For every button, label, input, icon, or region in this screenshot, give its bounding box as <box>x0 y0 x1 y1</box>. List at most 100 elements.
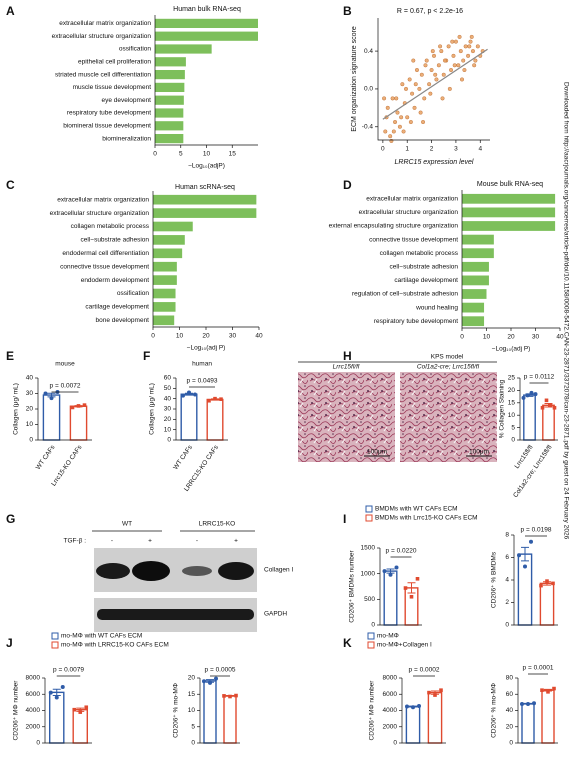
data-point <box>403 586 408 590</box>
panel-letter: G <box>6 512 15 526</box>
point <box>432 53 437 58</box>
y-tick-label: 1500 <box>361 545 376 552</box>
chart-title: Human bulk RNA-seq <box>173 6 241 13</box>
point <box>446 44 451 49</box>
point <box>407 77 412 82</box>
category-label: extracellular matrix organization <box>59 20 151 27</box>
point <box>413 82 418 87</box>
y-tick-label: 8000 <box>383 675 398 682</box>
point <box>460 77 465 82</box>
point <box>414 68 419 73</box>
category-label: cartilage development <box>85 304 149 311</box>
y-tick-label: 60 <box>164 375 172 382</box>
y-tick-label: 60 <box>506 691 514 698</box>
point <box>466 53 471 58</box>
scale-bar-label: 100μm <box>469 449 489 456</box>
point <box>462 68 467 73</box>
y-tick-label: 8000 <box>26 675 41 682</box>
y-axis-label: CD206⁺ MΦ number <box>13 680 20 741</box>
category-label: ossification <box>119 46 152 53</box>
point <box>411 58 416 63</box>
error-bar <box>52 688 61 696</box>
y-tick-label: 15 <box>188 691 196 698</box>
p-value: p = 0.0493 <box>187 378 218 385</box>
y-tick-label: 40 <box>164 395 172 402</box>
y-tick-label: 15 <box>508 400 516 407</box>
bar <box>153 302 176 312</box>
x-tick-label: 15 <box>229 151 237 158</box>
watermark: Downloaded from http://aacrjournals.org/… <box>562 82 569 540</box>
p-value: p = 0.0001 <box>523 665 554 672</box>
bar <box>153 194 257 205</box>
p-value: p = 0.0198 <box>521 527 552 534</box>
point <box>385 105 390 110</box>
point <box>468 39 473 44</box>
point <box>458 49 463 54</box>
scale-bar-label: 100μm <box>367 449 387 456</box>
y-tick-label: 80 <box>506 675 514 682</box>
band <box>132 561 170 581</box>
bar <box>49 691 65 744</box>
x-tick-label: 2 <box>430 146 434 153</box>
bar <box>155 31 258 41</box>
y-tick-label: 4000 <box>383 707 398 714</box>
y-tick-label: 0 <box>511 437 515 444</box>
point <box>440 96 445 101</box>
bar <box>405 705 421 744</box>
data-point <box>82 403 87 407</box>
point <box>391 129 396 134</box>
treatment-label: TGF-β : <box>63 538 86 545</box>
data-point <box>517 553 521 558</box>
panel-letter: C <box>6 178 15 192</box>
category-label: extracellular structure organization <box>359 209 459 216</box>
error-bar <box>407 582 416 594</box>
y-tick-label: 10 <box>188 707 196 714</box>
panel-letter: F <box>143 349 150 363</box>
category-label: striated muscle cell differentiation <box>55 71 151 78</box>
data-point <box>552 686 556 691</box>
point <box>408 120 413 125</box>
data-point <box>523 564 527 569</box>
band-label: GAPDH <box>264 611 287 618</box>
data-point <box>234 693 238 698</box>
category-label: collagen metabolic process <box>380 250 459 257</box>
point <box>441 72 446 77</box>
band <box>182 566 212 576</box>
point <box>390 96 395 101</box>
point <box>470 49 475 54</box>
y-tick-label: -0.4 <box>362 123 374 130</box>
panel-letter: E <box>6 349 14 363</box>
point <box>472 63 477 68</box>
data-point <box>187 390 191 395</box>
data-point <box>208 680 212 685</box>
y-tick-label: 0 <box>505 622 509 629</box>
point <box>388 134 393 139</box>
point <box>428 91 433 96</box>
y-axis-label: Collagen (μg/ mL) <box>13 383 20 435</box>
legend-swatch <box>51 632 59 640</box>
y-tick-label: 500 <box>364 596 375 603</box>
legend-label: BMDMs with Lrrc15-KO CAFs ECM <box>375 515 478 522</box>
chart-title: Human scRNA-seq <box>175 184 235 191</box>
y-tick-label: 0.0 <box>364 86 373 93</box>
data-point <box>213 396 217 401</box>
panel-letter: B <box>343 4 352 18</box>
bar <box>462 207 556 218</box>
data-point <box>222 694 226 698</box>
category-label: connective tissue development <box>60 263 149 270</box>
micrograph <box>298 372 395 462</box>
category-label: WT CAFs <box>35 444 57 472</box>
panel-letter: A <box>6 4 15 18</box>
band-label: Collagen I <box>264 567 293 574</box>
legend-label: BMDMs with WT CAFs ECM <box>375 506 458 513</box>
legend-swatch <box>365 514 373 522</box>
x-tick-label: 0 <box>381 146 385 153</box>
y-tick-label: 10 <box>26 421 34 428</box>
data-point <box>548 403 553 408</box>
p-value: p = 0.0072 <box>50 383 81 390</box>
band <box>218 562 254 580</box>
x-tick-label: 10 <box>176 333 184 340</box>
bar <box>153 275 177 285</box>
sign: - <box>111 538 113 545</box>
point <box>421 120 426 125</box>
